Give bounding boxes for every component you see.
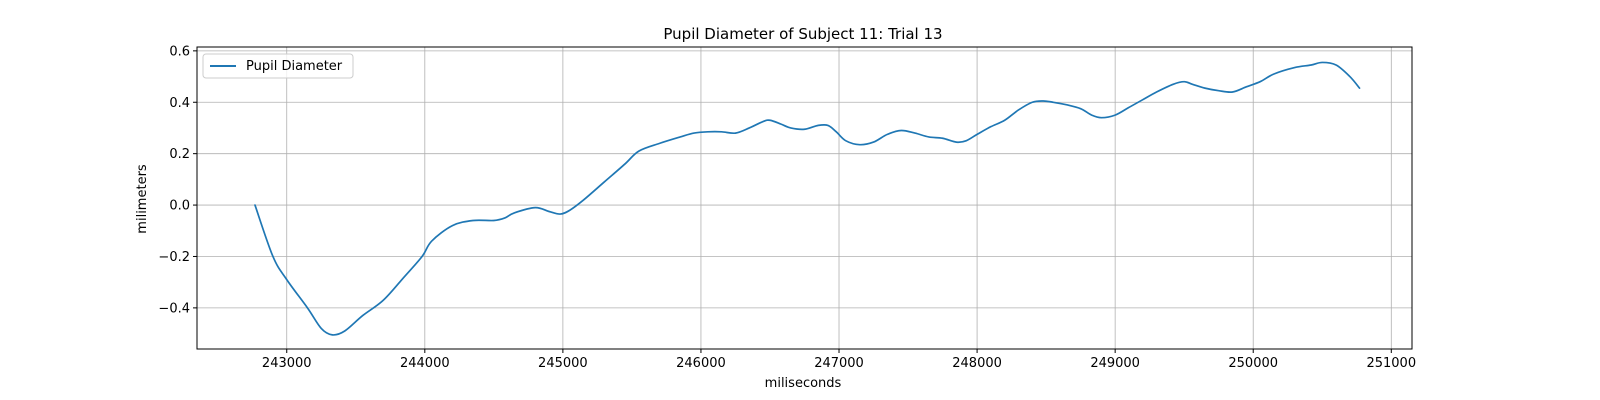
legend-label: Pupil Diameter xyxy=(246,59,343,74)
legend-box xyxy=(202,53,354,79)
series-line-pupil-diameter xyxy=(254,61,1361,336)
y-axis-ticks: −0.4 −0.2 0.0 0.2 0.4 0.6 xyxy=(158,44,197,316)
legend: Pupil Diameter xyxy=(202,53,354,79)
plot-series xyxy=(254,61,1361,336)
grid xyxy=(197,47,1412,349)
x-tick-label: 250000 xyxy=(1228,356,1278,371)
y-tick-label: 0.2 xyxy=(169,147,190,162)
x-tick-label: 246000 xyxy=(676,356,726,371)
x-tick-label: 247000 xyxy=(814,356,864,371)
y-tick-label: 0.4 xyxy=(169,96,190,111)
chart-title: Pupil Diameter of Subject 11: Trial 13 xyxy=(663,25,942,43)
y-tick-label: −0.4 xyxy=(158,301,190,316)
y-tick-label: 0.0 xyxy=(169,199,190,214)
y-tick-label: 0.6 xyxy=(169,44,190,59)
y-axis-label: milimeters xyxy=(135,164,150,234)
plot-frame xyxy=(196,46,1413,350)
x-tick-label: 251000 xyxy=(1366,356,1416,371)
x-tick-label: 248000 xyxy=(952,356,1002,371)
x-tick-label: 245000 xyxy=(538,356,588,371)
x-tick-label: 243000 xyxy=(262,356,312,371)
y-tick-label: −0.2 xyxy=(158,250,190,265)
x-axis-ticks: 243000 244000 245000 246000 247000 248000 2490… xyxy=(262,349,1416,371)
x-tick-label: 249000 xyxy=(1090,356,1140,371)
x-tick-label: 244000 xyxy=(400,356,450,371)
x-axis-label: miliseconds xyxy=(765,376,842,391)
